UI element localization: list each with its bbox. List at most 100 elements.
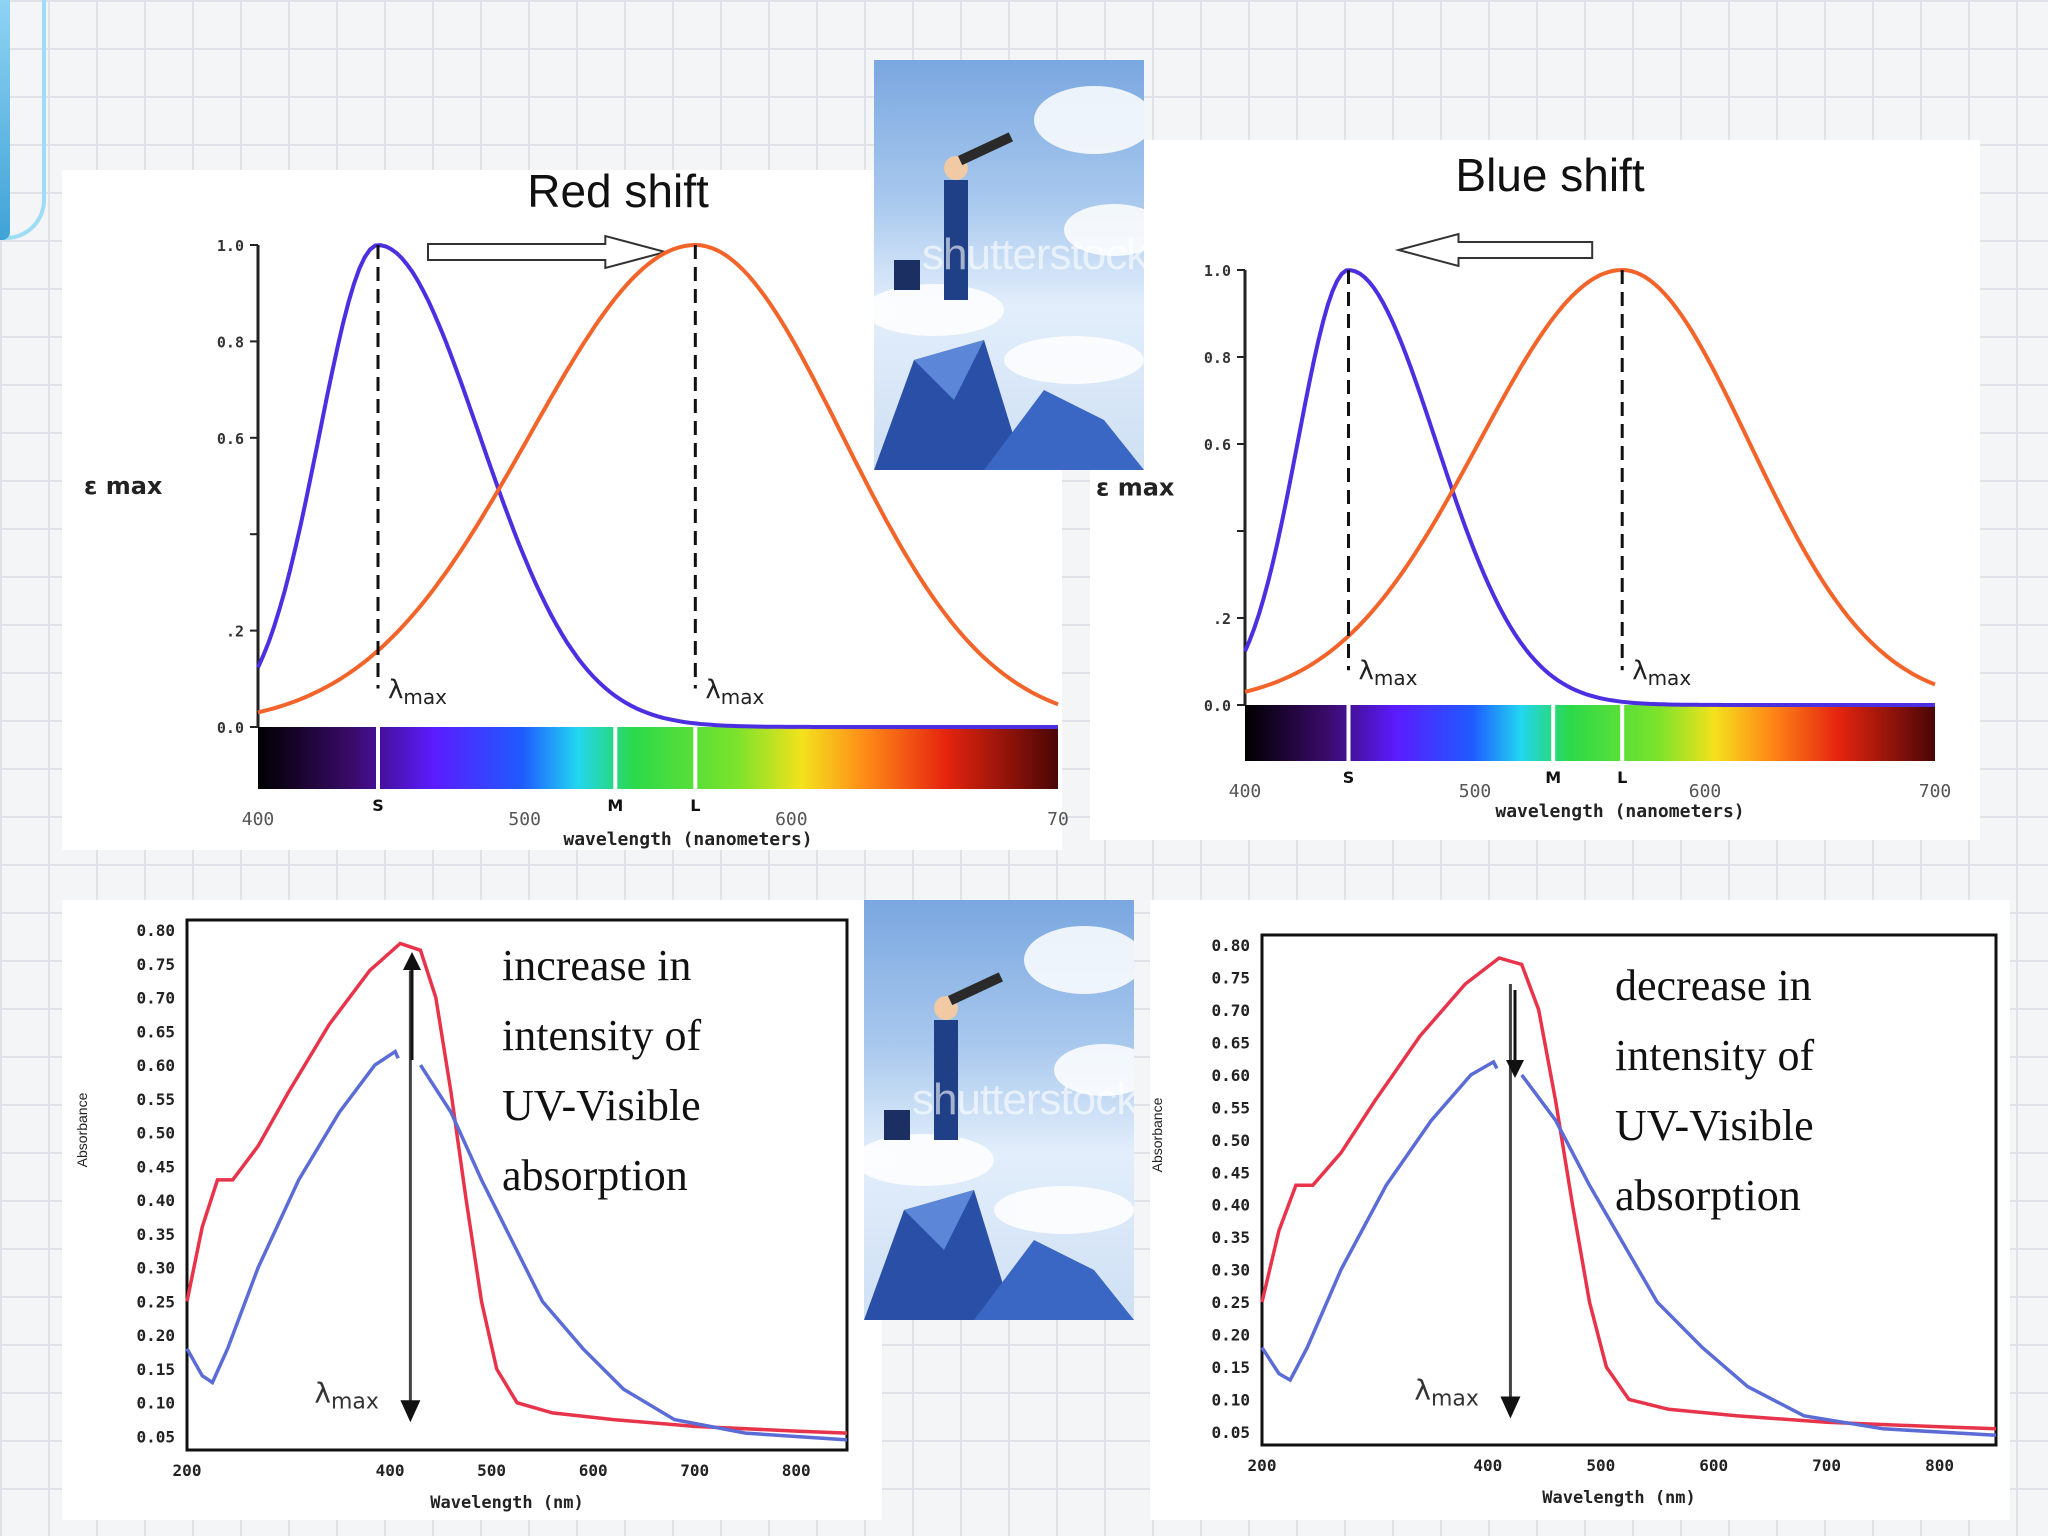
chart-title: Blue shift [1455,149,1644,201]
y-tick-label: 1.0 [217,237,244,255]
blue-tail-absorbance-curve [1520,1073,1997,1438]
y-axis-label: ε max [1096,474,1175,502]
blue-absorbance-curve [185,1049,400,1386]
x-tick-label: 200 [1248,1456,1277,1475]
lambda-max-label: λmax [1359,656,1418,690]
watermark-text: shutterstock [912,1075,1134,1124]
hypochromic-chart: 0.80 0.75 0.70 0.65 0.60 0.55 0.50 0.45 0.40 0.35… [1150,933,1998,1508]
violet-absorption-curve [256,243,1058,729]
cone-label: S [372,796,384,815]
man-with-telescope-icon [884,972,1003,1140]
y-tick-label: 0.35 [1211,1228,1250,1247]
blue-tail-absorbance-curve [419,1064,848,1442]
x-tick-label: 500 [1586,1456,1615,1475]
cone-label: M [1545,768,1561,787]
orange-absorption-curve [257,242,1059,715]
x-tick-label: 600 [579,1461,608,1480]
x-tick-label: 400 [242,809,275,830]
y-tick-label: 0.50 [136,1124,175,1143]
cone-label: M [607,796,623,815]
x-tick-label: 500 [477,1461,506,1480]
lambda-max-arrowhead [400,1400,421,1423]
y-tick-label: 0.0 [217,719,244,737]
y-tick-label: 0.6 [1204,436,1231,454]
y-tick-label: 0.55 [136,1090,175,1109]
y-tick-label: 0.60 [1211,1066,1250,1085]
y-tick-label: 0.65 [136,1022,175,1041]
x-axis-label: wavelength (nanometers) [1495,801,1744,822]
x-axis-label: Wavelength (nm) [1542,1488,1696,1508]
hyperchromic-chart: 0.80 0.75 0.70 0.65 0.60 0.55 0.50 0.45 0.40 0.35… [74,918,849,1513]
intensity-annotation-line: UV-Visible [502,1081,701,1130]
visible-spectrum-bar [1245,705,1935,761]
x-tick-label: 600 [1699,1456,1728,1475]
y-tick-label: 1.0 [1204,262,1231,280]
x-tick-label: 800 [1925,1456,1954,1475]
intensity-annotation-line: increase in [502,941,691,990]
red-absorbance-curve [185,941,848,1435]
telescope-illustration-top: shutterstock [874,60,1144,470]
violet-absorption-curve [1243,268,1935,707]
y-tick-label: 0.40 [1211,1196,1250,1215]
y-tick-label: 0.60 [136,1056,175,1075]
y-tick-label: 0.50 [1211,1131,1250,1150]
clouds-icon [874,86,1144,384]
shift-arrow [427,234,670,270]
y-tick-label: 0.75 [1211,968,1250,987]
y-tick-label: 0.75 [136,955,175,974]
y-tick-label: 0.70 [136,989,175,1008]
lambda-max-label: λmax [388,675,447,709]
intensity-arrowhead [1506,1060,1524,1078]
x-tick-label: 400 [1473,1456,1502,1475]
y-tick-label: 0.25 [136,1292,175,1311]
slide-accent-bar [0,0,10,240]
chart-title: Red shift [527,165,709,217]
x-axis-label: Wavelength (nm) [430,1493,584,1513]
blue-absorbance-curve [1260,1059,1499,1383]
y-tick-label: 0.45 [136,1157,175,1176]
intensity-annotation-line: absorption [1615,1171,1801,1220]
cone-label: L [1617,768,1627,787]
orange-absorption-curve [1244,267,1936,694]
y-tick-label: 0.8 [217,333,244,351]
x-axis-label: wavelength (nanometers) [563,829,812,850]
y-tick-label: 0.20 [136,1326,175,1345]
x-tick-label: 600 [775,809,808,830]
y-tick-label: 0.10 [1211,1391,1250,1410]
y-tick-label: 0.05 [1211,1423,1250,1442]
y-tick-label: 0.30 [136,1259,175,1278]
red-absorbance-curve [1260,956,1997,1431]
x-tick-label: 500 [508,809,541,830]
x-tick-label: 200 [173,1461,202,1480]
visible-spectrum-bar [258,727,1058,789]
intensity-arrowhead [403,952,421,970]
y-tick-label: 0.6 [217,430,244,448]
y-tick-label: 0.15 [1211,1358,1250,1377]
intensity-annotation-line: intensity of [502,1011,702,1060]
watermark-text: shutterstock [922,230,1144,279]
y-tick-label: 0.8 [1204,349,1231,367]
lambda-max-arrowhead [1500,1396,1521,1419]
telescope-illustration-bottom: shutterstock [864,900,1134,1320]
y-tick-label: 0.80 [1211,936,1250,955]
y-tick-label: 0.80 [136,921,175,940]
y-tick-label: 0.0 [1204,697,1231,715]
x-tick-label: 600 [1689,781,1722,802]
intensity-annotation-line: UV-Visible [1615,1101,1814,1150]
x-tick-label: 500 [1459,781,1492,802]
cone-label: S [1343,768,1355,787]
x-tick-label: 400 [376,1461,405,1480]
y-tick-label: .2 [1213,610,1231,628]
mountain-icon [864,1190,1134,1320]
y-tick-label: 0.10 [136,1394,175,1413]
mountain-icon [874,340,1144,470]
x-tick-label: 700 [1812,1456,1841,1475]
x-tick-label: 400 [1229,781,1262,802]
y-tick-label: 0.45 [1211,1163,1250,1182]
y-tick-label: 0.05 [136,1427,175,1446]
lambda-max-label: λmax [314,1377,379,1415]
x-tick-label: 700 [680,1461,709,1480]
shift-arrow [1394,232,1594,268]
x-tick-label: 700 [1919,781,1952,802]
blue-shift-chart: Blue shift 1.0 0.8 0.6 .2 0.0 ε max S M L 400 500 6… [1096,149,1952,822]
